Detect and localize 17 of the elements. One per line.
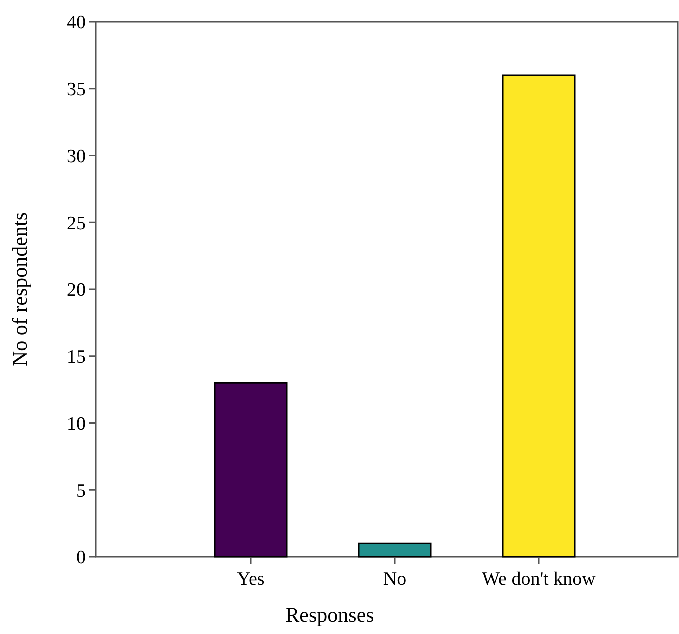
bar bbox=[358, 542, 432, 558]
x-tick-label: No bbox=[383, 569, 407, 590]
x-tick-label: We don't know bbox=[482, 569, 596, 590]
y-axis-title: No of respondents bbox=[8, 212, 32, 366]
y-tick-label: 5 bbox=[76, 480, 86, 502]
y-tick-label: 30 bbox=[67, 146, 86, 168]
x-tick-label: Yes bbox=[237, 569, 265, 590]
x-axis-title: Responses bbox=[286, 603, 374, 627]
y-tick-label: 35 bbox=[67, 80, 86, 101]
y-tick-label: 20 bbox=[67, 280, 86, 302]
bar bbox=[214, 382, 288, 558]
bar bbox=[502, 74, 576, 558]
y-tick-label: 0 bbox=[76, 548, 86, 569]
y-tick-label: 15 bbox=[67, 347, 86, 368]
y-tick-label: 10 bbox=[67, 414, 86, 435]
y-tick-label: 25 bbox=[67, 213, 86, 234]
y-tick-label: 40 bbox=[67, 12, 86, 34]
